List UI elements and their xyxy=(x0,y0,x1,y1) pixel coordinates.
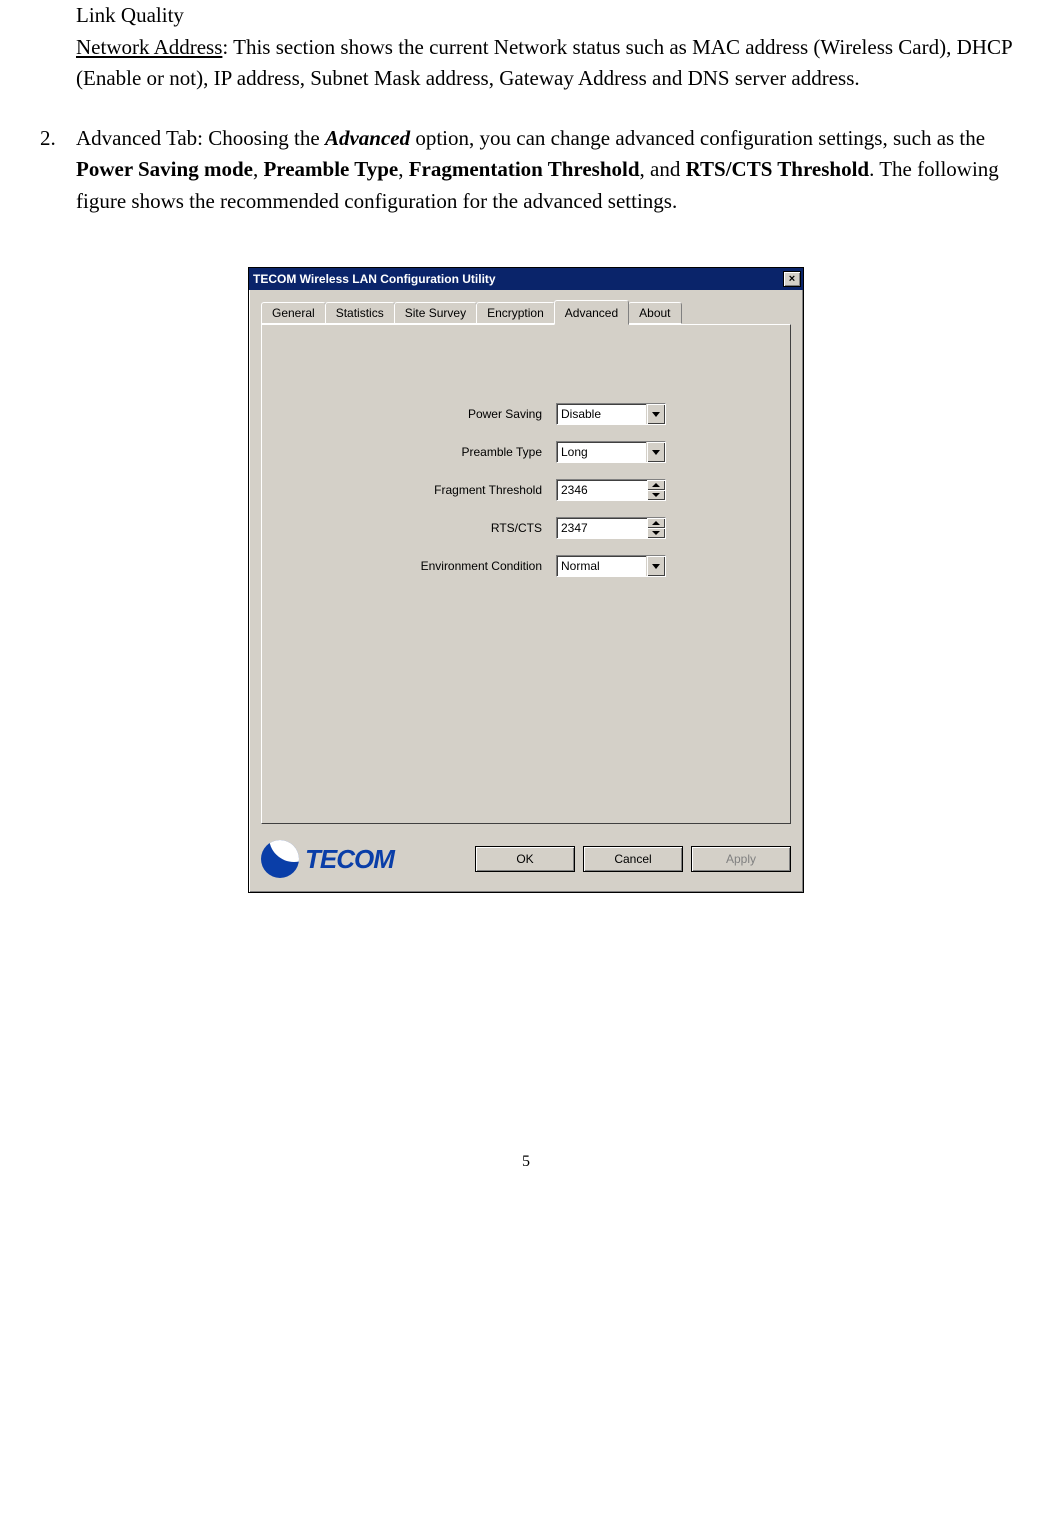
spinner-down-icon[interactable] xyxy=(647,528,665,538)
dialog-footer: TECOM OK Cancel Apply xyxy=(249,834,803,892)
field-row-rts-cts: RTS/CTS 2347 xyxy=(262,517,790,539)
list-number: 2. xyxy=(40,123,76,218)
label-rts-cts: RTS/CTS xyxy=(262,521,556,535)
tab-encryption-label: Encryption xyxy=(487,306,544,320)
tecom-logo: TECOM xyxy=(261,840,394,878)
titlebar[interactable]: TECOM Wireless LAN Configuration Utility… xyxy=(249,268,803,290)
combo-environment-value: Normal xyxy=(557,556,646,576)
label-preamble-type: Preamble Type xyxy=(262,445,556,459)
apply-button-label: Apply xyxy=(726,852,756,866)
chevron-down-icon[interactable] xyxy=(646,556,665,576)
field-row-environment: Environment Condition Normal xyxy=(262,555,790,577)
paragraph-link-quality: Link Quality xyxy=(76,0,1012,32)
logo-icon xyxy=(261,840,299,878)
text-item2-c2: , xyxy=(398,157,409,181)
ok-button-label: OK xyxy=(516,852,533,866)
label-fragment-threshold: Fragment Threshold xyxy=(262,483,556,497)
tab-statistics-label: Statistics xyxy=(336,306,384,320)
tab-panel-advanced: Power Saving Disable Preamble Type Long … xyxy=(261,324,791,824)
spinner-fragment-threshold-value: 2346 xyxy=(557,480,647,500)
spinner-up-icon[interactable] xyxy=(647,518,665,528)
chevron-down-icon[interactable] xyxy=(646,442,665,462)
combo-power-saving-value: Disable xyxy=(557,404,646,424)
cancel-button[interactable]: Cancel xyxy=(583,846,683,872)
combo-power-saving[interactable]: Disable xyxy=(556,403,666,425)
text-item2-frag: Fragmentation Threshold xyxy=(409,157,640,181)
tab-general[interactable]: General xyxy=(261,302,326,324)
tab-statistics[interactable]: Statistics xyxy=(325,302,395,324)
tab-advanced[interactable]: Advanced xyxy=(554,300,629,325)
config-dialog: TECOM Wireless LAN Configuration Utility… xyxy=(248,267,804,893)
logo-text: TECOM xyxy=(305,844,394,875)
apply-button[interactable]: Apply xyxy=(691,846,791,872)
spinner-up-icon[interactable] xyxy=(647,480,665,490)
close-button[interactable]: × xyxy=(783,271,801,287)
combo-preamble-type[interactable]: Long xyxy=(556,441,666,463)
combo-preamble-type-value: Long xyxy=(557,442,646,462)
field-row-preamble-type: Preamble Type Long xyxy=(262,441,790,463)
text-item2-advanced: Advanced xyxy=(325,126,410,150)
paragraph-network-address: Network Address: This section shows the … xyxy=(76,32,1012,95)
tab-encryption[interactable]: Encryption xyxy=(476,302,555,324)
text-item2-pre: Advanced Tab: Choosing the xyxy=(76,126,325,150)
cancel-button-label: Cancel xyxy=(614,852,651,866)
tab-site-survey[interactable]: Site Survey xyxy=(394,302,477,324)
tab-about[interactable]: About xyxy=(628,302,681,324)
ok-button[interactable]: OK xyxy=(475,846,575,872)
text-network-address-label: Network Address xyxy=(76,35,222,59)
text-item2-c3: , and xyxy=(640,157,686,181)
spinner-down-icon[interactable] xyxy=(647,490,665,500)
chevron-down-icon[interactable] xyxy=(646,404,665,424)
label-environment: Environment Condition xyxy=(262,559,556,573)
text-item2-rts: RTS/CTS Threshold xyxy=(686,157,869,181)
tabstrip: General Statistics Site Survey Encryptio… xyxy=(249,290,803,324)
spinner-rts-cts[interactable]: 2347 xyxy=(556,517,666,539)
tab-about-label: About xyxy=(639,306,670,320)
tab-advanced-label: Advanced xyxy=(565,306,618,320)
text-item2-psm: Power Saving mode xyxy=(76,157,253,181)
list-item-2: 2. Advanced Tab: Choosing the Advanced o… xyxy=(40,123,1012,218)
spinner-fragment-threshold[interactable]: 2346 xyxy=(556,479,666,501)
page-number: 5 xyxy=(40,1153,1012,1171)
close-icon: × xyxy=(789,273,795,285)
field-row-fragment-threshold: Fragment Threshold 2346 xyxy=(262,479,790,501)
text-item2-mid1: option, you can change advanced configur… xyxy=(410,126,985,150)
tab-site-survey-label: Site Survey xyxy=(405,306,466,320)
list-body: Advanced Tab: Choosing the Advanced opti… xyxy=(76,123,1012,218)
field-row-power-saving: Power Saving Disable xyxy=(262,403,790,425)
text-link-quality: Link Quality xyxy=(76,3,184,27)
window-title: TECOM Wireless LAN Configuration Utility xyxy=(253,272,496,286)
label-power-saving: Power Saving xyxy=(262,407,556,421)
tab-general-label: General xyxy=(272,306,315,320)
text-item2-c1: , xyxy=(253,157,264,181)
text-item2-preamble: Preamble Type xyxy=(263,157,398,181)
combo-environment[interactable]: Normal xyxy=(556,555,666,577)
spinner-rts-cts-value: 2347 xyxy=(557,518,647,538)
